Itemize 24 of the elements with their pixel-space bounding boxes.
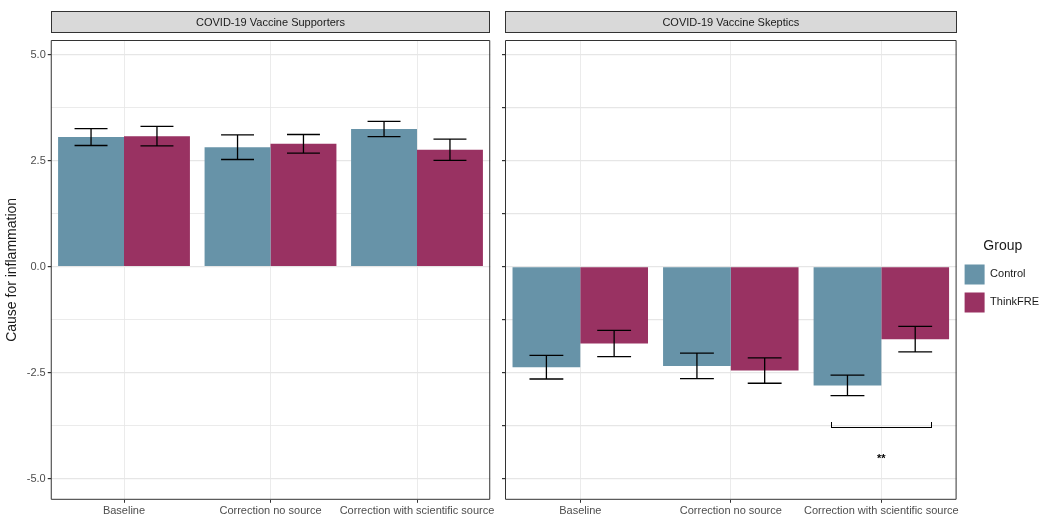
y-tick-label: 0.0 [30, 259, 46, 272]
x-tick-label: Correction no source [219, 504, 322, 517]
bar [124, 136, 190, 267]
chart-title: COVID-19 Vaccine Supporters [50, 11, 491, 33]
x-tick-label: Baseline [559, 504, 602, 517]
x-tick-label: Correction no source [679, 504, 782, 517]
legend-label: ThinkFRE [990, 295, 1040, 308]
x-tick-label: Correction with scientific source [804, 504, 959, 517]
y-tick-label: -5.0 [26, 471, 46, 484]
bar [351, 128, 417, 267]
bar [58, 137, 124, 267]
annotation: ** [876, 451, 887, 464]
legend-title: Group [983, 237, 1023, 254]
y-tick-label: 2.5 [30, 153, 46, 166]
bar [417, 149, 483, 267]
x-tick-label: Correction with scientific source [339, 504, 495, 517]
y-tick-label: -2.5 [26, 365, 46, 378]
x-tick-label: Baseline [102, 504, 146, 517]
y-axis-title: Cause for inflammation [3, 197, 20, 342]
bar [204, 147, 271, 267]
chart-title: COVID-19 Vaccine Skeptics [505, 11, 957, 33]
bar [270, 143, 337, 267]
legend-label: Control [990, 267, 1026, 280]
y-tick-label: 5.0 [30, 47, 46, 60]
